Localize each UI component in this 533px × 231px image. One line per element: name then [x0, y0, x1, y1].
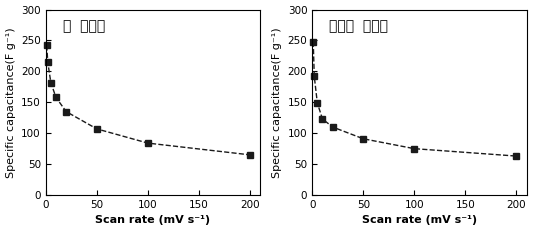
Y-axis label: Specific capacitance(F g⁻¹): Specific capacitance(F g⁻¹): [5, 27, 15, 178]
Text: 코발트  복합화: 코발트 복합화: [329, 19, 389, 33]
Y-axis label: Specific capacitance(F g⁻¹): Specific capacitance(F g⁻¹): [272, 27, 282, 178]
Text: 철  복합화: 철 복합화: [63, 19, 105, 33]
X-axis label: Scan rate (mV s⁻¹): Scan rate (mV s⁻¹): [95, 216, 211, 225]
X-axis label: Scan rate (mV s⁻¹): Scan rate (mV s⁻¹): [362, 216, 477, 225]
